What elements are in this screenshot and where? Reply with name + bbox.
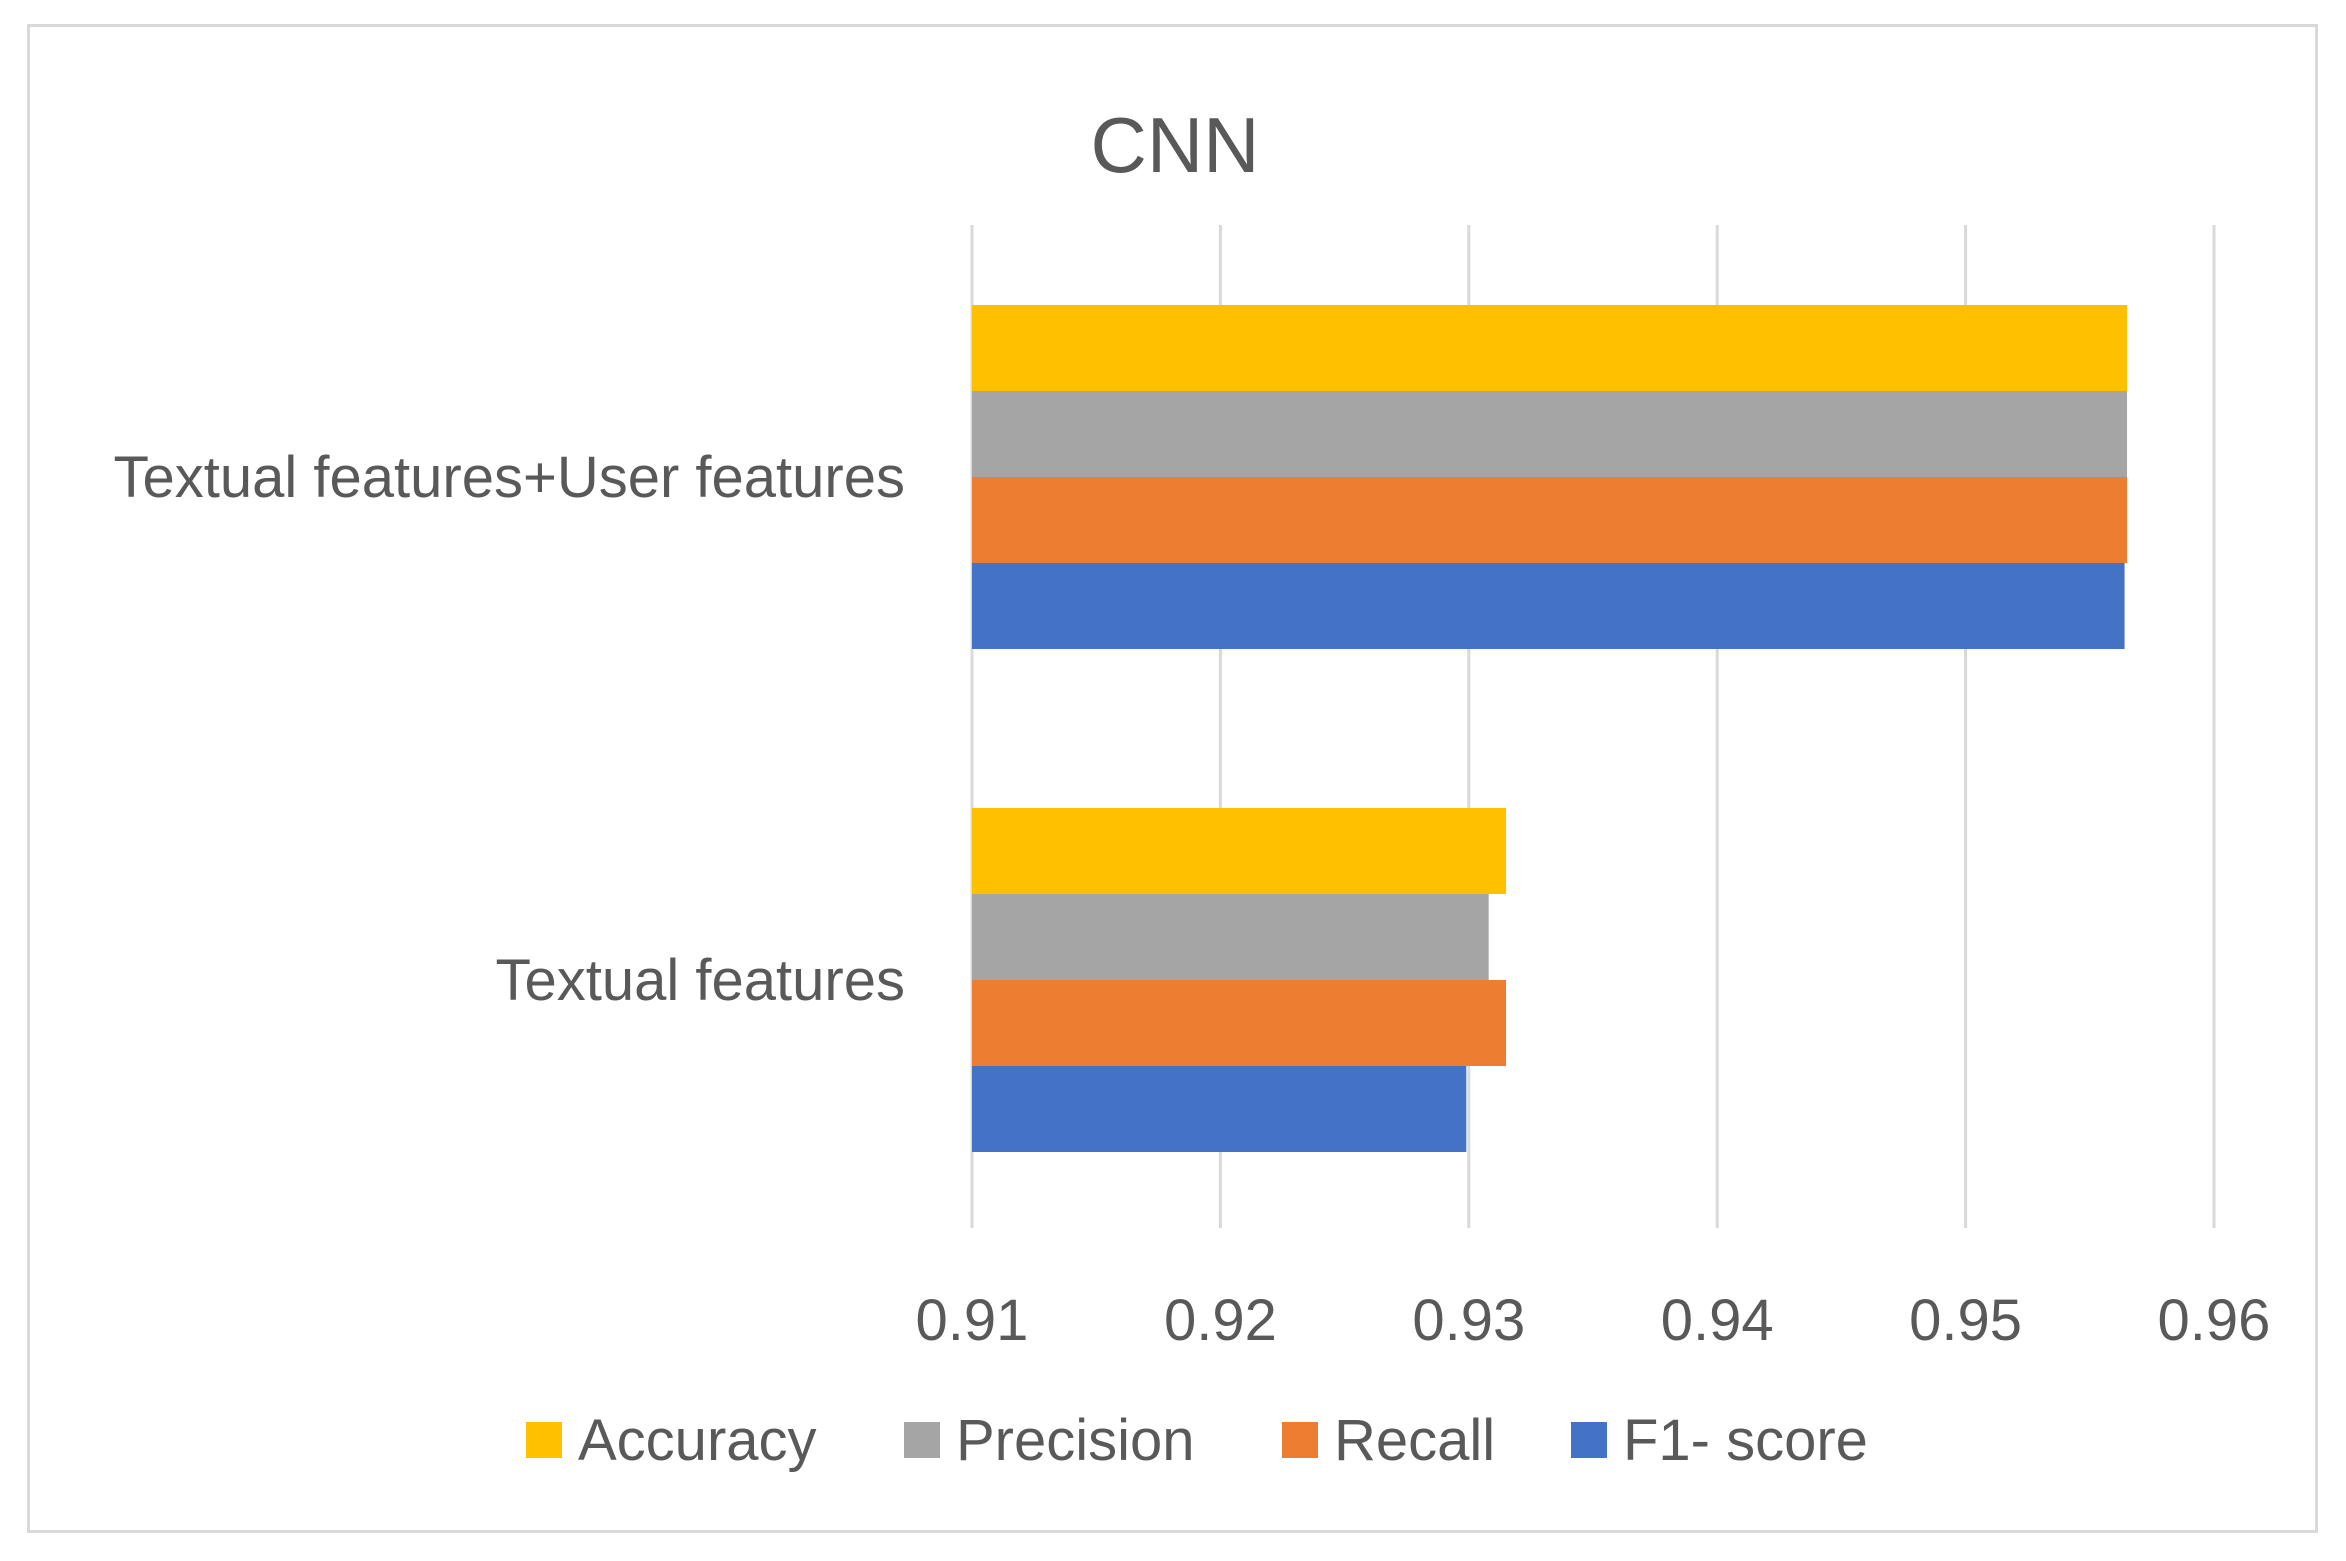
x-tick-label: 0.92	[1164, 1288, 1277, 1353]
legend-swatch-recall	[1282, 1422, 1318, 1458]
legend-label-accuracy: Accuracy	[578, 1408, 817, 1473]
x-axis-tick-labels: 0.91 0.92 0.93 0.94 0.95 0.96	[916, 1288, 2271, 1353]
legend: Accuracy Precision Recall F1- score	[526, 1408, 1868, 1473]
category-label: Textual features	[496, 948, 905, 1013]
x-tick-label: 0.93	[1412, 1288, 1525, 1353]
x-tick-label: 0.94	[1661, 1288, 1774, 1353]
legend-swatch-accuracy	[526, 1422, 562, 1458]
x-tick-label: 0.95	[1909, 1288, 2022, 1353]
bar-precision-textual-features-user-features	[972, 391, 2128, 477]
x-tick-label: 0.96	[2158, 1288, 2271, 1353]
legend-label-recall: Recall	[1334, 1408, 1495, 1473]
bar-f1-score-textual-features-user-features	[972, 563, 2125, 649]
bar-accuracy-textual-features	[972, 808, 1507, 894]
legend-swatch-precision	[904, 1422, 940, 1458]
category-labels: Textual features+User features Textual fe…	[114, 445, 905, 1013]
bars	[972, 305, 2128, 1152]
legend-label-precision: Precision	[956, 1408, 1195, 1473]
x-tick-label: 0.91	[916, 1288, 1029, 1353]
legend-label-f1-score: F1- score	[1623, 1408, 1868, 1473]
bar-precision-textual-features	[972, 894, 1489, 980]
chart-frame	[27, 24, 2318, 1533]
legend-swatch-f1-score	[1571, 1422, 1607, 1458]
bar-f1-score-textual-features	[972, 1066, 1467, 1152]
bar-accuracy-textual-features-user-features	[972, 305, 2128, 391]
category-label: Textual features+User features	[114, 445, 905, 510]
chart-title: CNN	[1091, 101, 1260, 189]
bar-recall-textual-features	[972, 980, 1507, 1066]
bar-recall-textual-features-user-features	[972, 477, 2128, 563]
